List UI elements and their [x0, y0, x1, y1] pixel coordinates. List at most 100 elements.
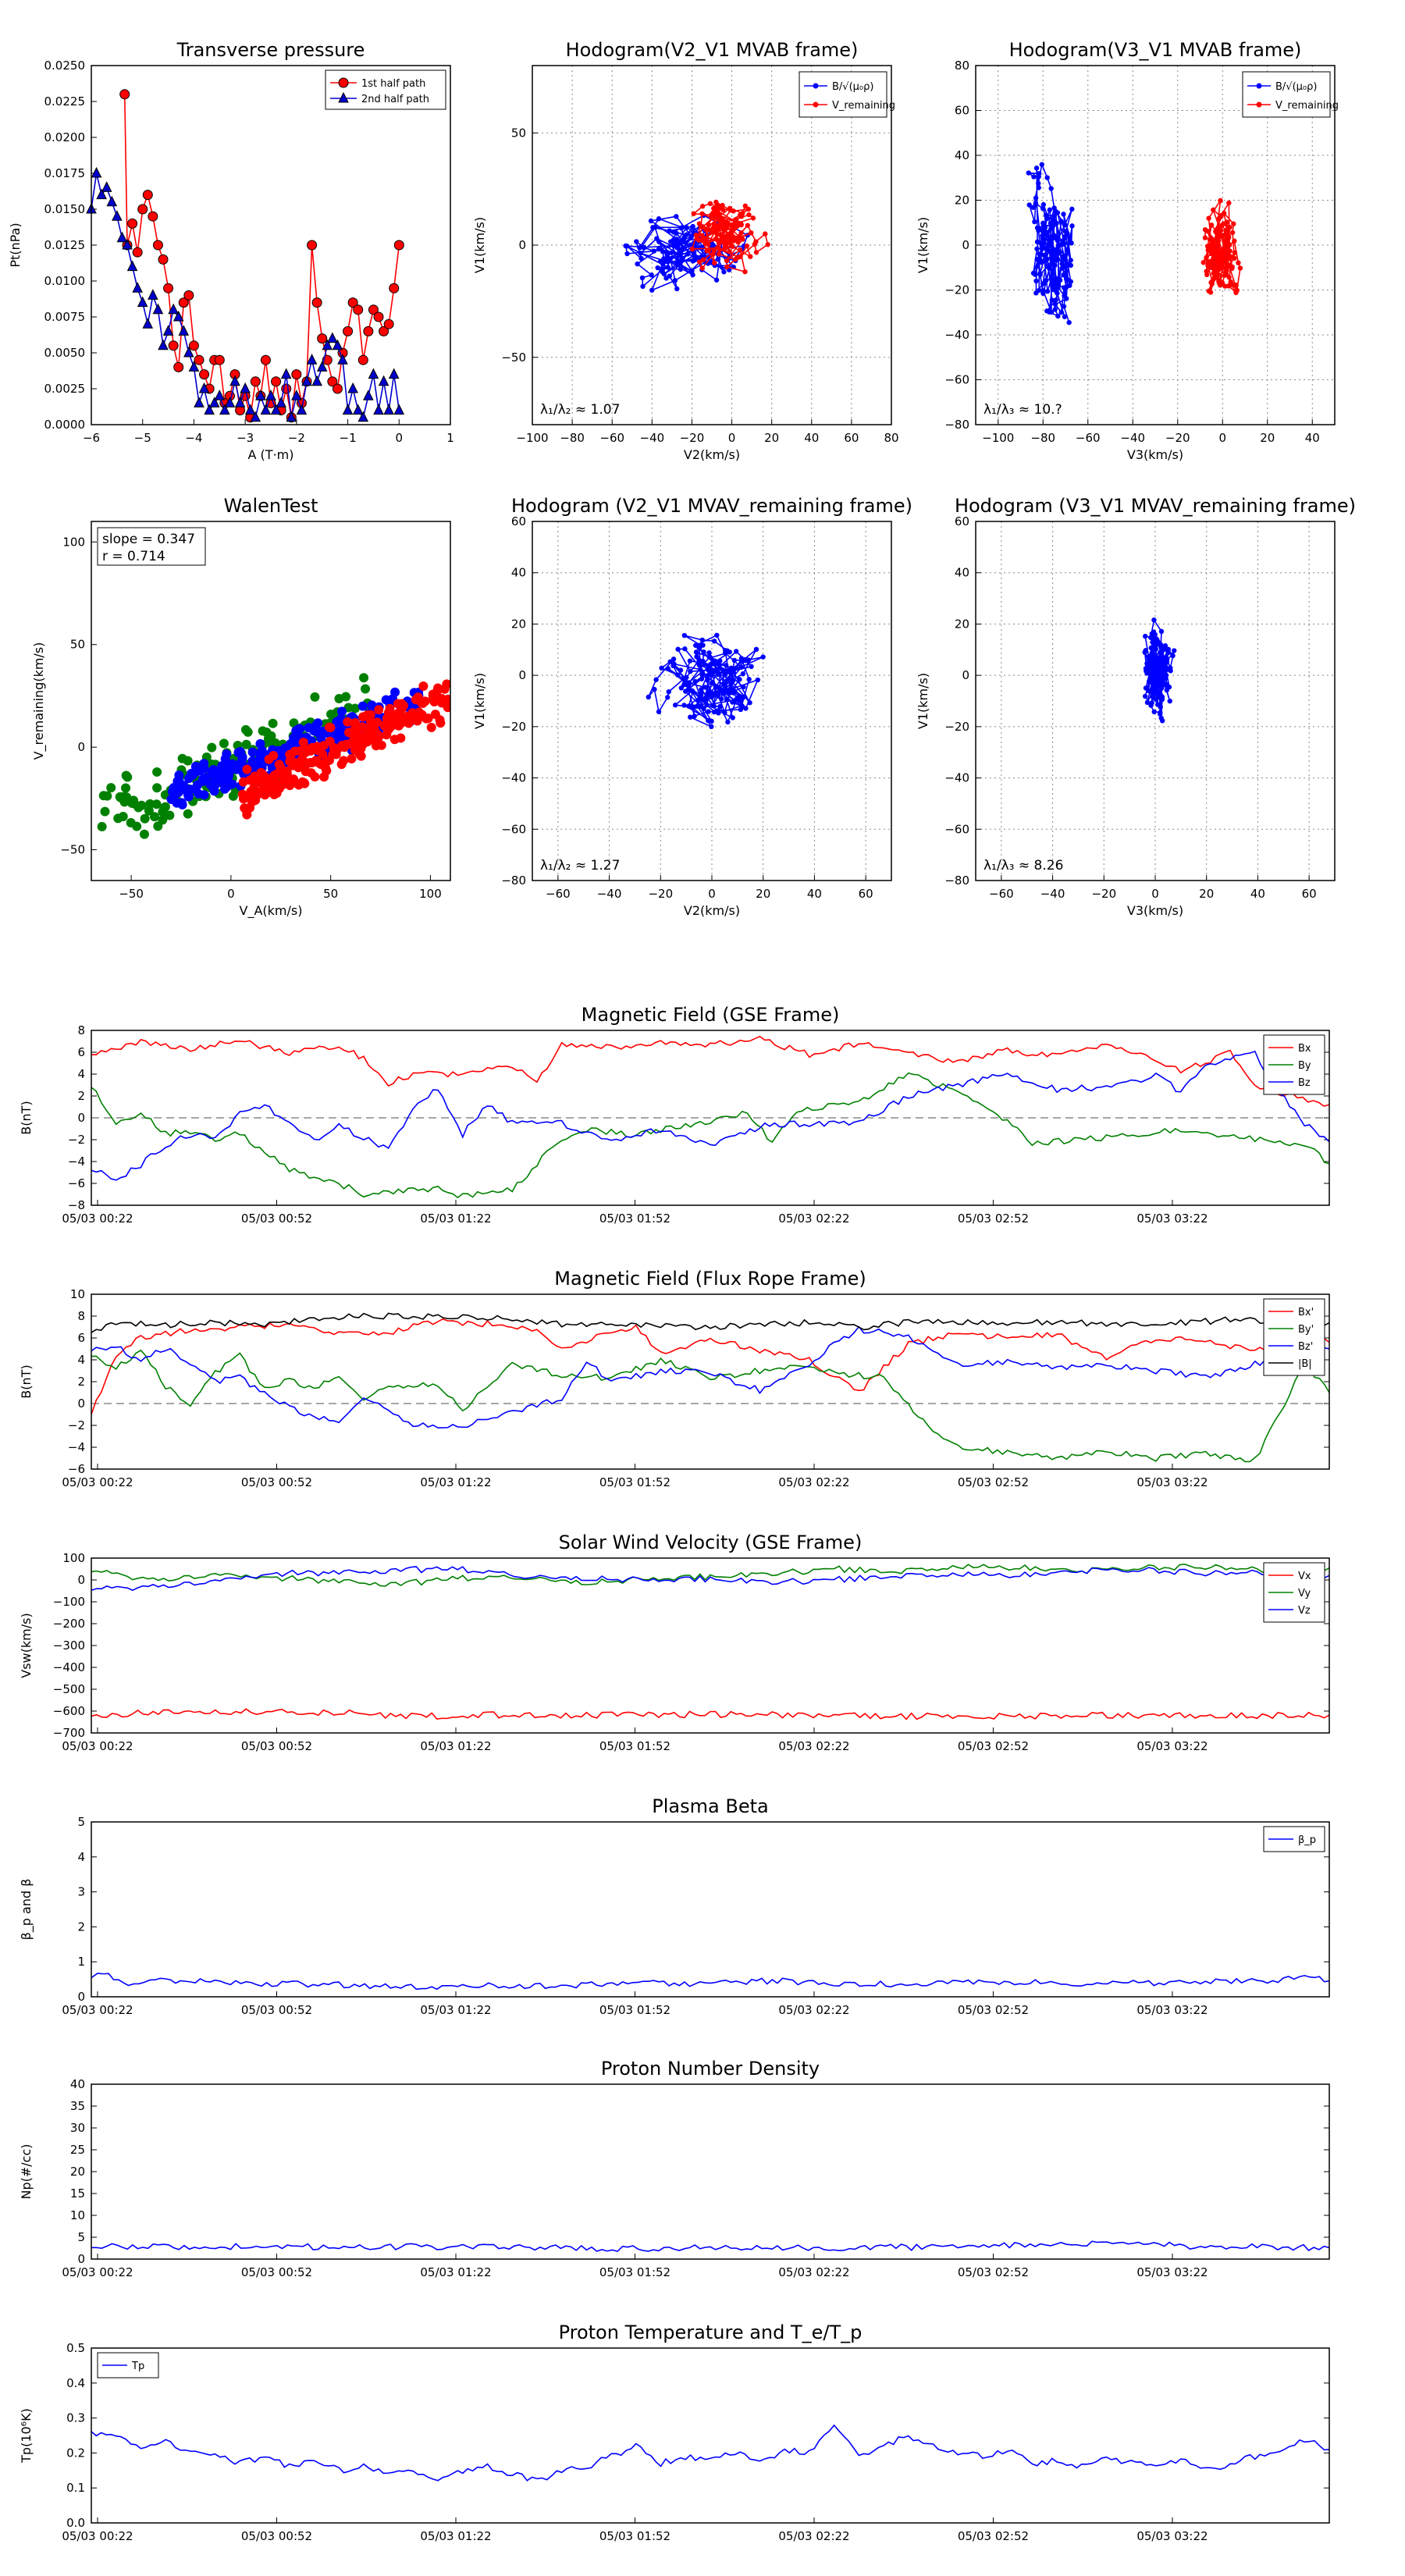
y-tick-label: −40 — [501, 771, 526, 785]
chart-b_fr: Magnetic Field (Flux Rope Frame) −6 −4 −2 0 2… — [19, 1268, 1330, 1489]
data-point — [1060, 237, 1066, 244]
y-tick-label: 40 — [955, 566, 969, 580]
data-point — [1033, 278, 1039, 284]
data-point — [749, 230, 754, 236]
data-point — [318, 741, 329, 751]
data-point — [1204, 272, 1210, 278]
data-point — [148, 211, 158, 222]
data-point — [1053, 256, 1058, 262]
data-point — [152, 240, 163, 251]
data-point — [696, 221, 702, 226]
data-point — [738, 254, 743, 259]
x-tick-label: −2 — [288, 431, 305, 445]
data-point — [1039, 162, 1044, 167]
data-point — [738, 698, 743, 704]
data-point — [1234, 287, 1240, 294]
data-point — [696, 645, 702, 651]
data-point — [1165, 646, 1172, 653]
data-point — [1052, 307, 1058, 312]
data-point — [699, 659, 705, 664]
chart-title: Transverse pressure — [176, 39, 365, 61]
data-point — [97, 821, 107, 831]
y-tick-label: 0.4 — [66, 2376, 85, 2390]
data-point — [1033, 272, 1038, 277]
y-tick-label: −400 — [53, 1660, 85, 1674]
y-tick-label: −40 — [944, 328, 969, 342]
data-point — [655, 265, 660, 271]
data-point — [1037, 251, 1042, 257]
data-point — [245, 802, 255, 813]
x-tick-label: 05/03 00:52 — [241, 2003, 312, 2017]
data-point — [730, 687, 735, 692]
data-point — [1208, 222, 1215, 228]
data-point — [280, 368, 292, 379]
x-tick-label: 05/03 02:22 — [778, 1475, 849, 1489]
data-point — [119, 89, 130, 100]
data-point — [1151, 684, 1157, 689]
data-point — [675, 243, 681, 248]
x-tick-label: 05/03 01:22 — [420, 2003, 491, 2017]
data-point — [674, 261, 680, 266]
data-point — [352, 404, 364, 415]
data-point — [692, 252, 697, 258]
data-point — [183, 788, 193, 799]
data-point — [688, 714, 693, 720]
data-point — [183, 809, 193, 819]
data-point — [717, 247, 723, 252]
data-point — [1153, 642, 1158, 649]
data-point — [1158, 678, 1164, 683]
data-point — [264, 754, 274, 764]
x-tick-label: −40 — [597, 887, 622, 901]
data-point — [1037, 171, 1042, 176]
y-tick-label: 35 — [70, 2099, 85, 2113]
data-point — [1050, 279, 1055, 285]
data-point — [1069, 240, 1074, 246]
data-point — [706, 709, 711, 714]
y-tick-label: −60 — [944, 373, 969, 387]
data-point — [737, 247, 743, 253]
data-point — [1229, 229, 1236, 236]
x-tick-label: −4 — [185, 431, 202, 445]
y-tick-label: 0.2 — [66, 2446, 85, 2460]
data-point — [742, 269, 748, 275]
series-group — [97, 673, 450, 839]
data-point — [700, 257, 706, 262]
data-point — [722, 710, 727, 716]
data-point — [1052, 301, 1058, 308]
x-tick-label: 05/03 03:22 — [1136, 2265, 1208, 2279]
x-tick-label: −60 — [546, 887, 571, 901]
data-point — [192, 781, 202, 791]
data-point — [705, 678, 710, 683]
x-tick-label: 40 — [807, 887, 822, 901]
data-point — [357, 701, 368, 711]
data-point — [702, 685, 708, 690]
data-point — [745, 222, 751, 228]
data-point — [1213, 269, 1218, 275]
data-point — [349, 734, 359, 744]
data-point — [706, 667, 711, 673]
data-point — [361, 731, 371, 741]
chart-hodo1: −100 −80 −60 −40 −20 0 20 40 60 80 −50 0 50 Hodogram(… — [472, 39, 899, 462]
data-point — [1226, 200, 1232, 206]
series-line — [91, 1564, 1329, 1587]
data-point — [316, 733, 326, 743]
data-point — [1151, 617, 1157, 623]
data-point — [679, 247, 685, 252]
data-point — [368, 368, 379, 379]
data-point — [1151, 635, 1157, 640]
y-tick-label: 5 — [77, 2230, 85, 2244]
x-tick-label: 05/03 01:52 — [599, 1212, 670, 1226]
data-point — [144, 806, 154, 816]
series-group — [646, 632, 766, 730]
data-point — [1211, 207, 1216, 213]
y-tick-label: 2 — [77, 1920, 85, 1934]
data-point — [238, 777, 248, 787]
data-point — [675, 672, 681, 678]
data-point — [1059, 265, 1065, 271]
y-tick-label: 10 — [70, 1287, 85, 1301]
data-point — [306, 768, 316, 778]
eigenvalue-ratio: λ₁/λ₂ ≈ 1.07 — [540, 402, 620, 418]
data-point — [638, 251, 643, 256]
data-point — [681, 703, 687, 708]
data-point — [1224, 219, 1229, 225]
